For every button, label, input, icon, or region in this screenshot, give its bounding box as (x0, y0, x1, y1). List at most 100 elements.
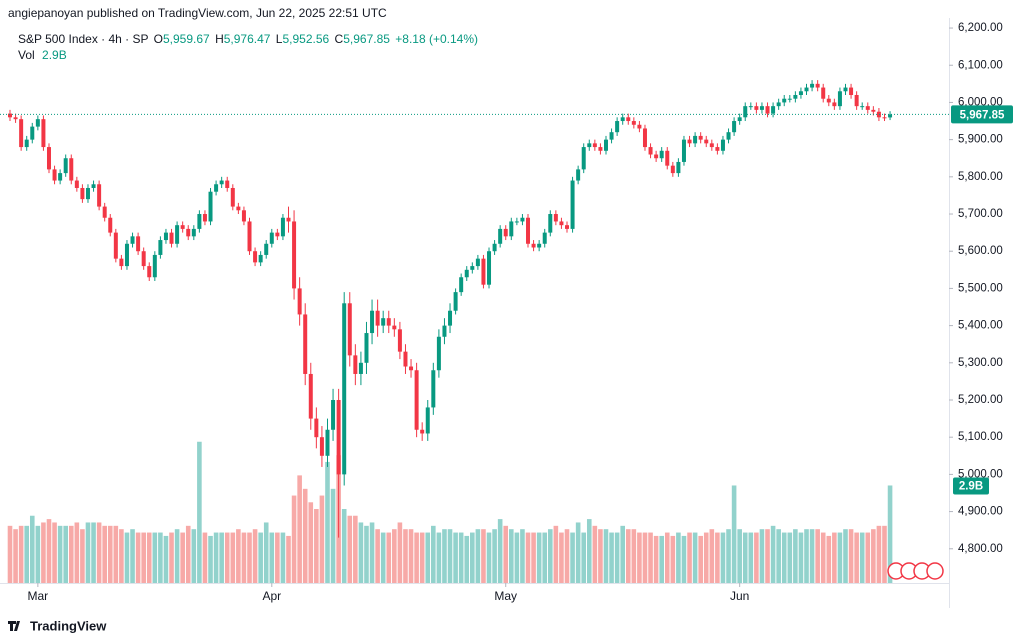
candle-body (58, 173, 63, 181)
candle-body (286, 217, 291, 222)
candle-body (676, 161, 681, 174)
volume-bar (832, 532, 837, 583)
legend-label: L (276, 32, 283, 46)
y-tick-label: 6,200.00 (958, 22, 1003, 34)
candle-body (871, 109, 876, 112)
volume-bar (536, 532, 542, 583)
volume-bar (804, 529, 809, 583)
candle-body (264, 243, 269, 255)
volume-bar (135, 532, 141, 583)
volume-bar (236, 529, 241, 583)
candle-body (587, 143, 592, 148)
legend-value: 2.9B (42, 48, 67, 62)
last-volume-label: 2.9B (959, 481, 983, 493)
y-tick-label: 5,900.00 (958, 134, 1003, 146)
candle-body (191, 228, 196, 237)
volume-bar (653, 535, 659, 583)
volume-bar (770, 525, 776, 583)
volume-bar (314, 509, 319, 583)
candle-body (821, 87, 826, 99)
volume-bar (676, 532, 681, 583)
volume-bar (559, 532, 564, 583)
volume-bar (202, 532, 208, 583)
volume-bar (219, 532, 224, 583)
volume-bar (57, 525, 63, 583)
volume-bar (124, 532, 130, 583)
candle-body (860, 106, 865, 108)
y-tick-label: 5,400.00 (958, 320, 1003, 332)
volume-bar (325, 461, 330, 583)
volume-bar (709, 529, 715, 583)
candle-body (553, 214, 558, 222)
candle-body (353, 355, 358, 374)
volume-bar (698, 535, 703, 583)
candle-body (798, 91, 803, 95)
candle-body (765, 106, 770, 114)
volume-bar (280, 532, 286, 583)
candle-body (236, 206, 241, 211)
y-tick-label: 5,700.00 (958, 208, 1003, 220)
volume-bar (570, 532, 575, 583)
volume-bar (609, 532, 614, 583)
volume-bar (197, 441, 202, 583)
volume-bar (603, 529, 609, 583)
y-tick-label: 5,000.00 (958, 468, 1003, 480)
candle-body (559, 221, 564, 226)
volume-bar (375, 529, 380, 583)
volume-bar (158, 532, 163, 583)
volume-bar (447, 529, 453, 583)
y-tick-label: 5,100.00 (958, 431, 1003, 443)
x-tick-label: Jun (730, 589, 749, 603)
x-tick-label: Mar (28, 589, 49, 603)
candle-body (631, 121, 636, 125)
candle-body (531, 243, 536, 248)
volume-bar (347, 515, 353, 583)
candle-body (381, 318, 386, 326)
volume-bar (692, 532, 698, 583)
candle-body (342, 303, 347, 475)
candle-body (598, 147, 603, 151)
candle-body (91, 184, 96, 188)
volume-bar (91, 522, 96, 583)
volume-bar (41, 522, 46, 583)
candle-body (459, 277, 464, 293)
candle-body (35, 119, 40, 127)
volume-bar (859, 532, 865, 583)
candle-body (130, 236, 135, 244)
volume-bar (263, 522, 269, 583)
volume-bar (509, 529, 514, 583)
candle-body (208, 191, 213, 222)
legend-value: 5,976.47 (224, 32, 271, 46)
candle-body (314, 418, 319, 438)
volume-bar (876, 525, 882, 583)
volume-bar (464, 535, 470, 583)
volume-bar (781, 532, 787, 583)
volume-bar (291, 495, 297, 583)
volume-bar (776, 529, 781, 583)
candle-body (737, 117, 742, 122)
candle-body (163, 232, 168, 241)
candle-body (158, 240, 163, 255)
volume-bar (531, 532, 536, 583)
volume-bar (765, 529, 770, 583)
candle-body (754, 106, 759, 110)
volume-bar (854, 532, 859, 583)
candle-body (136, 236, 141, 252)
attribution: angiepanoyan published on TradingView.co… (8, 6, 387, 20)
volume-bar (458, 532, 464, 583)
candle-body (436, 336, 441, 371)
candle-body (470, 266, 475, 270)
candle-body (648, 147, 653, 155)
candle-body (888, 114, 893, 118)
candle-body (843, 87, 848, 92)
volume-bar (380, 532, 386, 583)
candle-body (865, 106, 870, 110)
volume-bar (843, 529, 848, 583)
candle-body (526, 217, 531, 244)
candle-body (654, 154, 659, 159)
candle-body (303, 314, 308, 374)
candle-body (431, 370, 436, 408)
volume-bar (369, 522, 375, 583)
volume-bar (213, 532, 219, 583)
candle-body (693, 135, 698, 144)
